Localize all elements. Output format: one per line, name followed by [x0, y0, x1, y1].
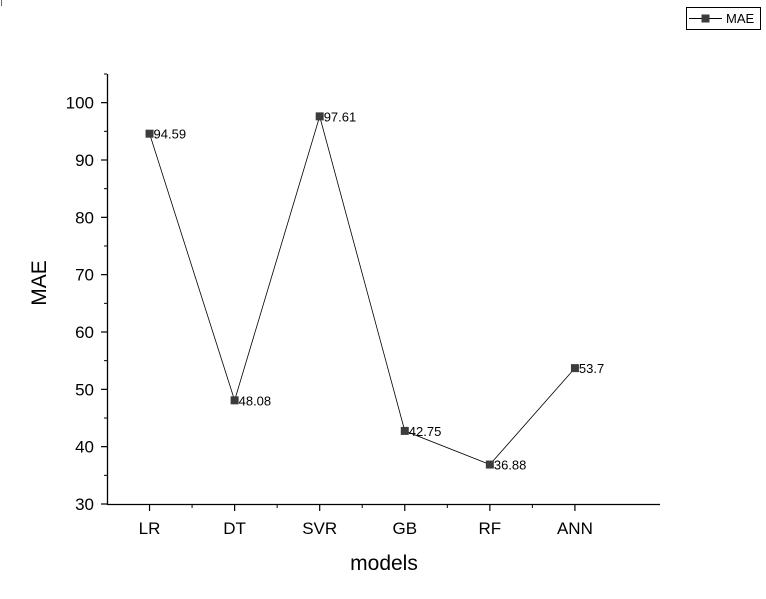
data-point	[400, 426, 409, 435]
data-label: 36.88	[494, 458, 527, 473]
legend-label: MAE	[726, 11, 755, 26]
y-tick-label: 100	[66, 94, 94, 113]
y-axis-title: MAE	[28, 260, 51, 306]
data-point	[230, 396, 239, 405]
data-point	[145, 129, 154, 138]
y-tick-label: 60	[75, 323, 94, 342]
y-tick-label: 80	[75, 208, 94, 227]
data-label: 94.59	[154, 127, 187, 142]
y-tick-label: 70	[75, 266, 94, 285]
series-mae: 94.59 48.08 97.61 42.75 36.88 53.7	[145, 109, 604, 473]
data-label: 97.61	[324, 109, 357, 124]
x-tick-label: DT	[223, 519, 246, 538]
series-line	[149, 114, 576, 466]
x-tick-label: ANN	[557, 519, 593, 538]
data-point	[315, 112, 324, 121]
y-tick-label: 50	[75, 380, 94, 399]
x-tick-label: LR	[139, 519, 161, 538]
y-ticks: 30 40 50 60 70 80 90 100	[66, 73, 107, 514]
legend: MAE	[686, 7, 761, 30]
x-tick-label: SVR	[302, 519, 337, 538]
y-tick-label: 90	[75, 151, 94, 170]
data-point	[570, 364, 579, 373]
data-point	[485, 460, 494, 469]
x-tick-label: GB	[392, 519, 417, 538]
data-label: 42.75	[409, 424, 442, 439]
y-tick-label: 40	[75, 438, 94, 457]
x-tick-label: RF	[479, 519, 502, 538]
data-label: 48.08	[239, 393, 272, 408]
y-tick-label: 30	[75, 495, 94, 514]
x-ticks: LR DT SVR GB RF ANN	[139, 504, 593, 538]
data-label: 53.7	[579, 361, 604, 376]
legend-marker-sample	[701, 14, 710, 23]
x-axis-title: models	[350, 552, 418, 575]
legend-box	[686, 7, 761, 30]
